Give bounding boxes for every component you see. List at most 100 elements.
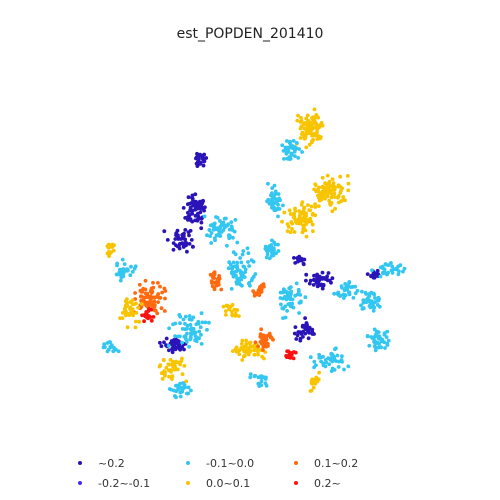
map-point	[257, 382, 262, 386]
map-point	[367, 343, 372, 348]
map-point	[315, 129, 319, 134]
map-point	[184, 337, 188, 342]
map-point	[164, 365, 169, 370]
map-point	[273, 189, 278, 194]
map-point	[143, 278, 148, 283]
map-point	[197, 329, 202, 334]
map-point	[301, 329, 306, 334]
map-point	[312, 187, 316, 192]
map-point	[359, 303, 363, 308]
map-point	[251, 259, 256, 264]
map-point	[207, 320, 211, 325]
map-point	[229, 304, 233, 309]
map-point	[210, 284, 215, 289]
map-point	[292, 230, 297, 234]
map-point	[285, 139, 289, 143]
map-point	[311, 385, 316, 390]
map-point	[199, 220, 204, 225]
map-point	[198, 160, 203, 165]
map-point	[394, 267, 399, 272]
map-point	[229, 220, 234, 225]
map-point	[270, 250, 274, 255]
map-point	[319, 283, 323, 288]
map-point	[372, 275, 377, 280]
map-point	[288, 301, 292, 306]
legend-item: -0.2~-0.1	[78, 476, 150, 490]
map-point	[152, 295, 157, 300]
map-point	[151, 315, 156, 319]
map-point	[265, 199, 269, 204]
map-point	[369, 274, 373, 279]
map-point	[292, 149, 297, 154]
map-point	[327, 181, 331, 186]
map-point	[174, 383, 178, 388]
map-point	[336, 365, 341, 369]
map-point	[234, 345, 239, 350]
map-point	[118, 278, 123, 283]
map-point	[307, 330, 311, 335]
map-point	[221, 228, 226, 233]
map-point	[241, 274, 246, 278]
map-point	[158, 296, 163, 300]
map-point	[299, 211, 304, 216]
map-point	[202, 152, 207, 157]
map-point	[180, 387, 185, 392]
map-point	[330, 177, 335, 182]
map-point	[317, 352, 321, 357]
map-point	[296, 156, 301, 160]
map-point	[120, 257, 125, 262]
map-point	[258, 332, 263, 336]
map-point	[158, 284, 162, 289]
map-point	[246, 251, 251, 256]
map-point	[194, 335, 199, 340]
map-point	[252, 343, 256, 348]
map-point	[230, 265, 235, 269]
map-point	[180, 372, 185, 377]
map-point	[271, 337, 275, 342]
map-point	[276, 249, 281, 253]
map-point	[130, 269, 135, 274]
map-point	[329, 195, 334, 200]
legend-marker	[78, 461, 82, 465]
map-point	[314, 113, 319, 117]
map-point	[176, 387, 180, 392]
map-point	[347, 280, 352, 284]
map-point	[237, 314, 241, 318]
map-point	[174, 359, 179, 364]
map-point	[162, 309, 167, 313]
map-point	[365, 272, 370, 276]
map-point	[182, 364, 187, 368]
map-point	[306, 336, 311, 341]
map-point	[163, 296, 167, 301]
map-point	[183, 314, 188, 319]
map-point	[184, 379, 189, 384]
map-point	[377, 304, 382, 309]
map-point	[190, 211, 195, 216]
map-point	[195, 151, 199, 156]
map-point	[322, 276, 327, 280]
map-point	[323, 364, 328, 369]
map-point	[264, 338, 268, 343]
map-point	[310, 140, 314, 145]
map-point	[110, 245, 115, 249]
map-point	[229, 309, 234, 314]
map-point	[317, 355, 322, 360]
map-point	[102, 342, 107, 347]
map-point	[114, 272, 119, 277]
map-point	[181, 381, 186, 385]
map-point	[295, 256, 300, 260]
map-point	[111, 248, 116, 253]
map-point	[389, 268, 394, 273]
map-point	[298, 293, 303, 297]
map-point	[311, 283, 316, 287]
map-point	[185, 323, 190, 328]
map-point	[248, 375, 253, 380]
map-point	[288, 156, 293, 161]
legend-label: -0.1~0.0	[206, 456, 255, 470]
map-point	[199, 216, 204, 221]
map-point	[231, 272, 235, 277]
map-point	[280, 306, 285, 311]
map-point	[303, 228, 308, 233]
map-point	[137, 282, 142, 287]
map-point	[159, 344, 164, 349]
